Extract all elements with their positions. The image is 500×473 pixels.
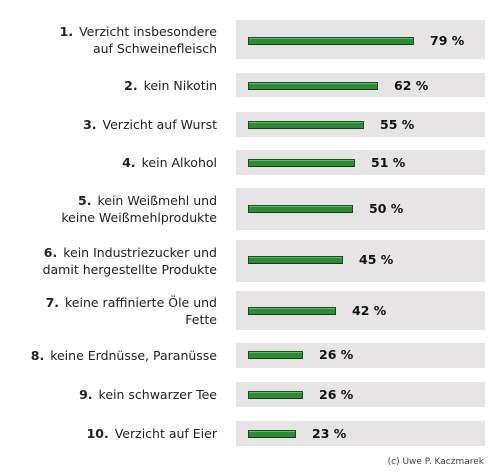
value-label: 45 % <box>359 252 394 267</box>
bar <box>248 37 414 45</box>
category-text: kein Weißmehl und <box>97 193 217 208</box>
category-rank: 1. <box>59 23 74 39</box>
category-label: 2. kein Nikotin <box>0 77 217 94</box>
bar <box>248 351 303 359</box>
category-label: 3. Verzicht auf Wurst <box>0 116 217 133</box>
category-text: kein Alkohol <box>141 155 217 170</box>
category-rank: 6. <box>43 245 58 260</box>
value-label: 23 % <box>312 426 347 441</box>
category-text: kein Nikotin <box>143 77 217 93</box>
category-label: 5. kein Weißmehl und keine Weißmehlprodukt… <box>0 192 217 226</box>
value-label: 79 % <box>430 33 465 48</box>
bar <box>248 159 355 167</box>
category-text: keine raffinierte Öle und <box>65 294 217 310</box>
category-rank: 4. <box>122 155 136 170</box>
bar <box>248 307 336 315</box>
value-label: 26 % <box>319 387 354 402</box>
bar <box>248 121 364 129</box>
category-rank: 7. <box>45 294 60 310</box>
category-label: 9. kein schwarzer Tee <box>0 386 217 403</box>
category-text: Verzicht auf Eier <box>114 426 217 441</box>
category-label: 10. Verzicht auf Eier <box>0 425 217 442</box>
value-label: 62 % <box>394 78 429 93</box>
category-text: kein schwarzer Tee <box>98 387 217 402</box>
category-rank: 5. <box>78 193 92 208</box>
category-text: kein Industriezucker und <box>63 245 217 260</box>
value-label: 42 % <box>352 303 387 318</box>
category-label: 6. kein Industriezucker und damit hergeste… <box>0 244 217 278</box>
category-rank: 8. <box>30 348 45 363</box>
bar <box>248 391 303 399</box>
value-label: 26 % <box>319 347 354 362</box>
category-label: 8. keine Erdnüsse, Paranüsse <box>0 347 217 364</box>
credit-text: (c) Uwe P. Kaczmarek <box>387 457 484 467</box>
category-text: keine Weißmehlprodukte <box>61 210 217 225</box>
category-rank: 9. <box>79 387 93 402</box>
value-label: 51 % <box>371 155 406 170</box>
bar <box>248 256 343 264</box>
bar <box>248 430 296 438</box>
category-rank: 2. <box>124 77 138 93</box>
category-label: 4. kein Alkohol <box>0 154 217 171</box>
bar <box>248 205 353 213</box>
category-text: damit hergestellte Produkte <box>42 262 217 277</box>
category-label: 1. Verzicht insbesondere auf Schweinefleis… <box>0 23 217 57</box>
bar <box>248 82 378 90</box>
category-text: Fette <box>185 311 217 327</box>
value-label: 55 % <box>380 117 415 132</box>
category-rank: 10. <box>86 426 109 441</box>
value-label: 50 % <box>369 201 404 216</box>
category-text: auf Schweinefleisch <box>92 40 217 56</box>
category-text: keine Erdnüsse, Paranüsse <box>50 348 217 363</box>
category-rank: 3. <box>83 117 97 132</box>
category-text: Verzicht auf Wurst <box>102 117 217 132</box>
category-text: Verzicht insbesondere <box>79 23 217 39</box>
category-label: 7. keine raffinierte Öle und Fette <box>0 294 217 328</box>
